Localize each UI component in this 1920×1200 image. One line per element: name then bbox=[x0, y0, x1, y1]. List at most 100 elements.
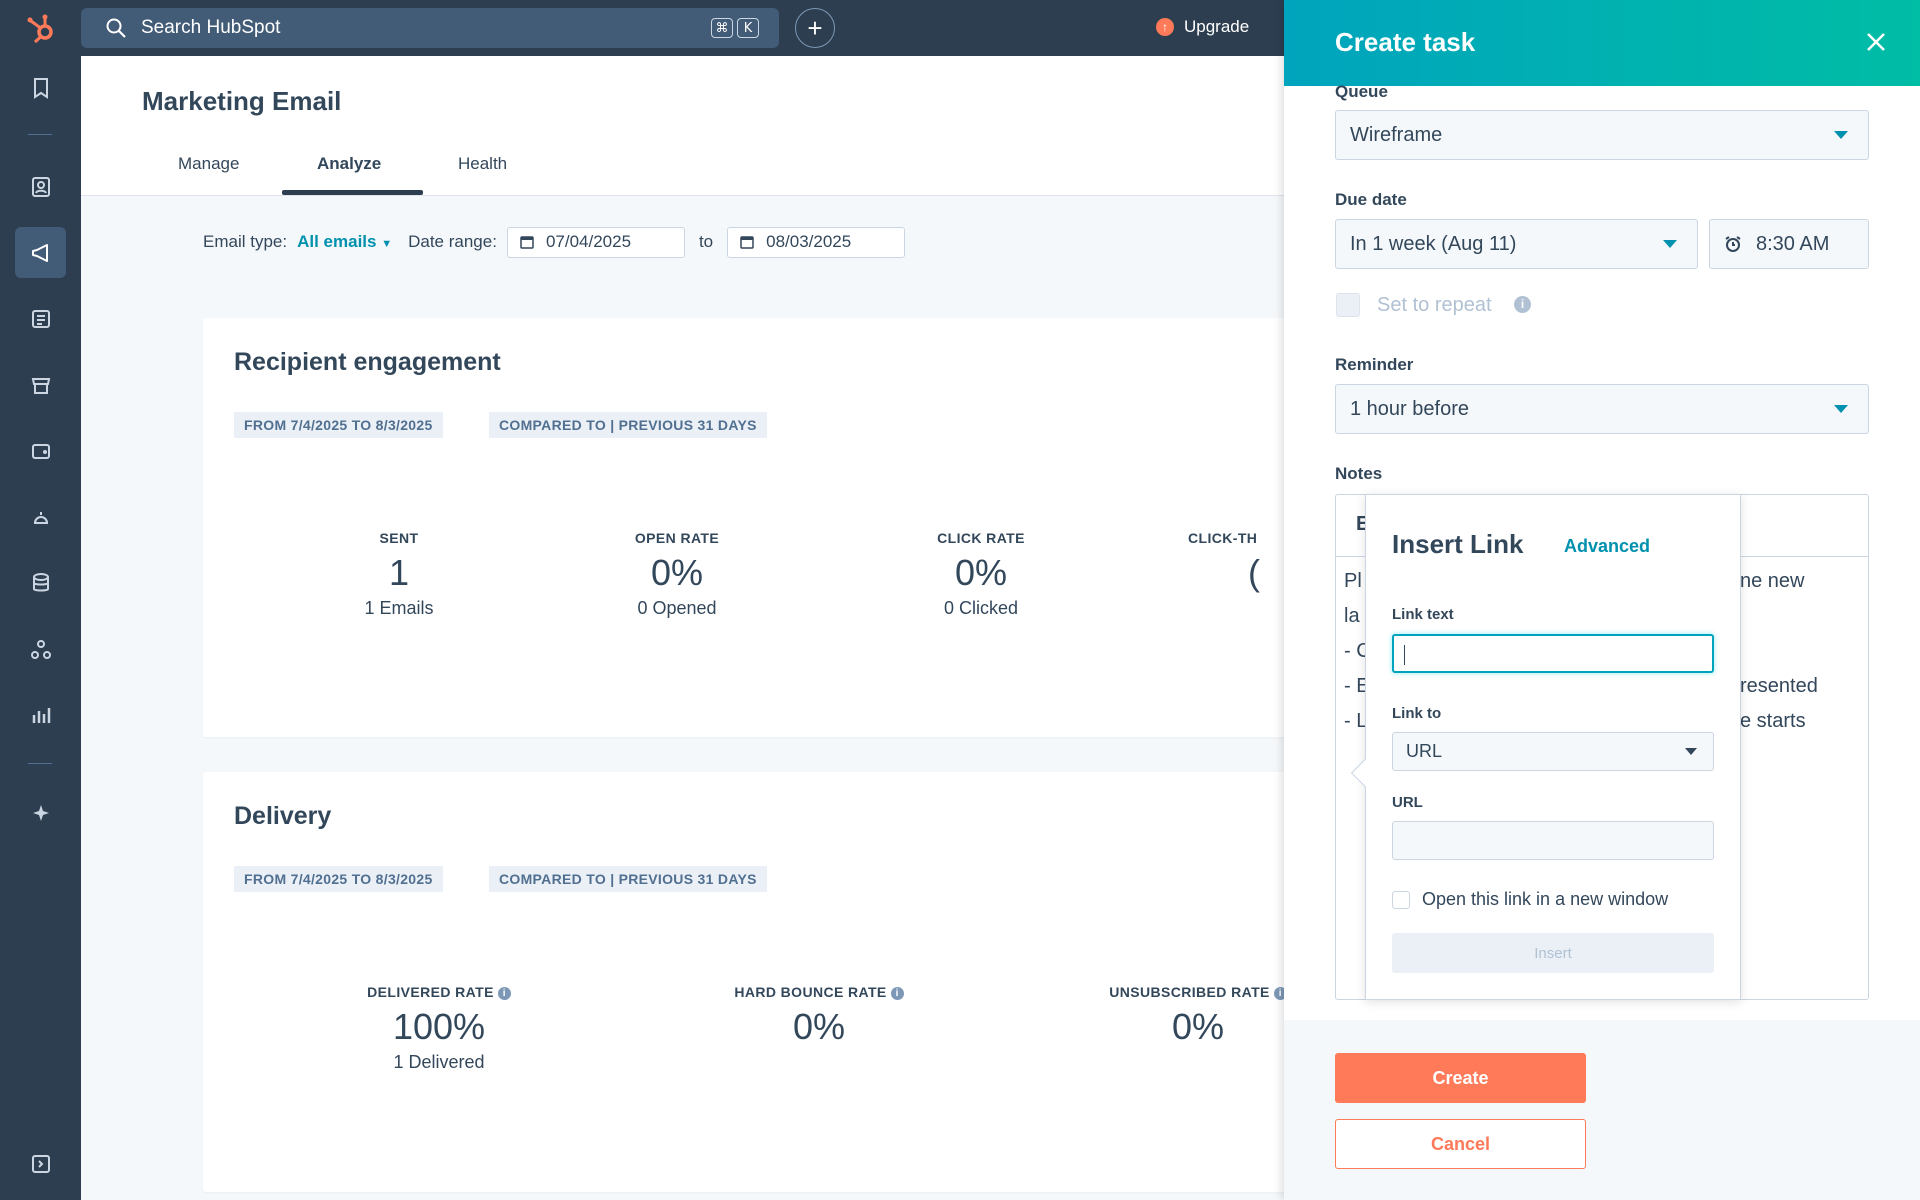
date-range-pill: FROM 7/4/2025 TO 8/3/2025 bbox=[234, 412, 443, 438]
commerce-icon[interactable] bbox=[15, 359, 66, 410]
link-text-label: Link text bbox=[1392, 606, 1454, 623]
queue-select[interactable]: Wireframe bbox=[1335, 110, 1869, 160]
start-date-input[interactable]: 07/04/2025 bbox=[506, 226, 685, 258]
upgrade-label: Upgrade bbox=[1184, 17, 1250, 36]
stat-click-through[interactable]: CLICK-TH ( bbox=[1153, 530, 1287, 594]
url-input[interactable] bbox=[1392, 821, 1714, 860]
stat-value: 100% bbox=[392, 1006, 486, 1047]
stat-label: UNSUBSCRIBED RATE bbox=[1109, 984, 1270, 1000]
content-icon[interactable] bbox=[15, 293, 66, 344]
insert-link-popover: Insert Link Advanced Link text Link to U… bbox=[1350, 494, 1741, 1000]
stat-value: 0% bbox=[1171, 1006, 1225, 1047]
notes-text-line: - L bbox=[1344, 710, 1368, 732]
upgrade-arrow-icon: ↑ bbox=[1156, 18, 1174, 36]
notes-text-line: Pl bbox=[1344, 570, 1362, 592]
advanced-link[interactable]: Advanced bbox=[1564, 536, 1651, 556]
chevron-down-icon: ▼ bbox=[381, 238, 393, 250]
end-date-value: 08/03/2025 bbox=[766, 232, 852, 251]
stat-value: ( bbox=[1248, 552, 1260, 593]
payments-icon[interactable] bbox=[15, 425, 66, 476]
stat-delivered-rate[interactable]: DELIVERED RATE i 100% 1 Delivered bbox=[309, 984, 569, 1073]
close-icon[interactable] bbox=[1862, 28, 1890, 56]
url-label: URL bbox=[1392, 794, 1423, 811]
stat-open-rate[interactable]: OPEN RATE 0% 0 Opened bbox=[547, 530, 807, 619]
info-icon[interactable]: i bbox=[497, 986, 511, 1000]
email-type-dropdown[interactable]: All emails ▼ bbox=[297, 232, 392, 252]
card-title: Delivery bbox=[234, 802, 332, 830]
expand-nav-icon[interactable] bbox=[15, 1138, 66, 1189]
bookmark-icon[interactable] bbox=[15, 62, 66, 113]
database-icon[interactable] bbox=[15, 557, 66, 608]
tab-manage[interactable]: Manage bbox=[178, 154, 240, 173]
new-window-checkbox-row[interactable]: Open this link in a new window bbox=[1392, 889, 1668, 910]
stat-value: 1 bbox=[388, 552, 410, 593]
link-to-value: URL bbox=[1406, 741, 1443, 761]
stat-sub: 0 Opened bbox=[637, 598, 717, 618]
left-nav-rail bbox=[0, 0, 81, 1200]
reminder-label: Reminder bbox=[1335, 355, 1414, 374]
stat-sent[interactable]: SENT 1 1 Emails bbox=[269, 530, 529, 619]
reminder-select[interactable]: 1 hour before bbox=[1335, 384, 1869, 434]
automation-icon[interactable] bbox=[15, 623, 66, 674]
repeat-label: Set to repeat bbox=[1377, 294, 1492, 316]
stat-sub: 1 Emails bbox=[364, 598, 434, 618]
new-window-label: Open this link in a new window bbox=[1422, 889, 1669, 909]
command-key: ⌘ bbox=[711, 18, 733, 38]
link-to-label: Link to bbox=[1392, 705, 1442, 722]
calendar-icon bbox=[520, 236, 534, 249]
notes-text-line: la bbox=[1344, 605, 1360, 627]
page-title: Marketing Email bbox=[142, 86, 342, 116]
hubspot-logo-icon[interactable] bbox=[22, 10, 60, 48]
service-bell-icon[interactable] bbox=[15, 491, 66, 542]
reminder-value: 1 hour before bbox=[1350, 397, 1469, 420]
new-window-checkbox[interactable] bbox=[1392, 890, 1410, 909]
stat-label: CLICK RATE bbox=[937, 530, 1025, 546]
popover-title: Insert Link bbox=[1392, 529, 1524, 559]
ai-sparkle-icon[interactable] bbox=[15, 787, 66, 838]
info-icon[interactable]: i bbox=[1514, 296, 1531, 313]
main-content: Marketing Email Manage Analyze Health Em… bbox=[81, 56, 1287, 1200]
stat-label: DELIVERED RATE bbox=[367, 984, 494, 1000]
info-icon[interactable]: i bbox=[1273, 986, 1287, 1000]
marketing-megaphone-icon[interactable] bbox=[15, 227, 66, 278]
create-button[interactable]: Create bbox=[1335, 1053, 1586, 1103]
stat-value: 0% bbox=[650, 552, 704, 593]
stat-click-rate[interactable]: CLICK RATE 0% 0 Clicked bbox=[851, 530, 1111, 619]
comparison-pill: COMPARED TO | PREVIOUS 31 DAYS bbox=[489, 866, 767, 892]
repeat-checkbox[interactable] bbox=[1336, 293, 1360, 317]
email-type-value: All emails bbox=[297, 232, 377, 251]
filters-bar: Email type: All emails ▼ Date range: 07/… bbox=[203, 226, 906, 258]
comparison-pill: COMPARED TO | PREVIOUS 31 DAYS bbox=[489, 412, 767, 438]
cancel-button[interactable]: Cancel bbox=[1335, 1119, 1586, 1169]
end-date-input[interactable]: 08/03/2025 bbox=[727, 226, 906, 258]
email-type-label: Email type: bbox=[203, 232, 288, 251]
due-date-select[interactable]: In 1 week (Aug 11) bbox=[1335, 219, 1698, 269]
info-icon[interactable]: i bbox=[890, 986, 904, 1000]
link-text-input[interactable] bbox=[1392, 634, 1714, 673]
tab-analyze[interactable]: Analyze bbox=[317, 154, 382, 173]
search-icon bbox=[106, 18, 126, 38]
stat-sub: 1 Delivered bbox=[393, 1052, 485, 1072]
tab-health[interactable]: Health bbox=[458, 154, 508, 173]
stat-hard-bounce-rate[interactable]: HARD BOUNCE RATE i 0% bbox=[689, 984, 949, 1048]
due-date-label: Due date bbox=[1335, 190, 1407, 209]
nav-divider bbox=[28, 763, 52, 764]
link-to-select[interactable]: URL bbox=[1392, 732, 1714, 771]
due-time-input[interactable]: 8:30 AM bbox=[1709, 219, 1869, 269]
create-new-button[interactable]: + bbox=[795, 8, 835, 48]
reports-icon[interactable] bbox=[15, 689, 66, 740]
insert-button[interactable]: Insert bbox=[1392, 933, 1714, 973]
notes-label: Notes bbox=[1335, 464, 1383, 483]
stat-unsubscribed-rate[interactable]: UNSUBSCRIBED RATE i 0% bbox=[1068, 984, 1287, 1048]
recipient-engagement-card: Recipient engagement FROM 7/4/2025 TO 8/… bbox=[203, 318, 1287, 737]
global-search-input[interactable]: Search HubSpot ⌘ K bbox=[81, 8, 779, 48]
date-range-pill: FROM 7/4/2025 TO 8/3/2025 bbox=[234, 866, 443, 892]
active-tab-indicator bbox=[282, 190, 423, 195]
caret-down-icon bbox=[1834, 405, 1848, 413]
to-label: to bbox=[698, 232, 714, 251]
stat-value: 0% bbox=[792, 1006, 846, 1047]
search-placeholder: Search HubSpot bbox=[141, 17, 281, 38]
contacts-icon[interactable] bbox=[15, 161, 66, 212]
upgrade-button[interactable]: ↑ Upgrade bbox=[1156, 17, 1249, 37]
text-cursor bbox=[1404, 645, 1405, 665]
